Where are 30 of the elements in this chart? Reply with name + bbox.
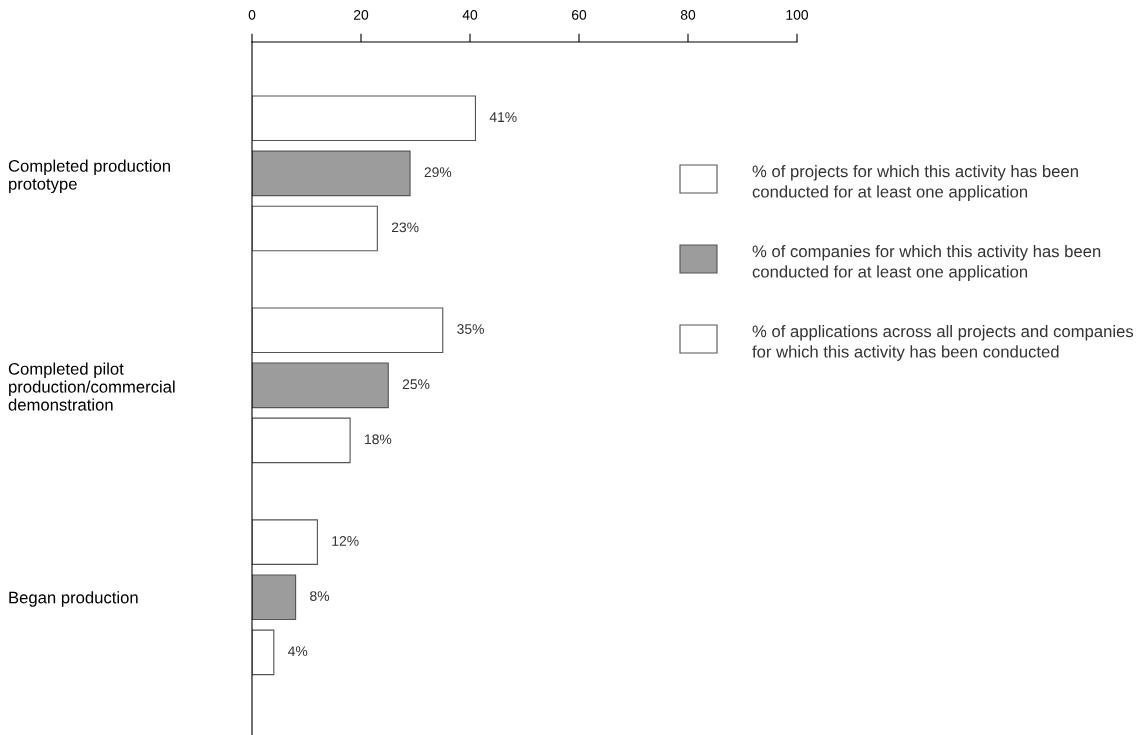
y-tick-label: Completed pilot production/commercial demonstration xyxy=(8,362,175,411)
data-label: 35% xyxy=(457,324,484,334)
bar xyxy=(252,574,297,621)
x-tick-label: 80 xyxy=(680,9,696,20)
bar xyxy=(252,417,351,464)
data-label: 23% xyxy=(391,222,419,233)
x-tick-label: 60 xyxy=(571,9,587,20)
data-label: 8% xyxy=(310,591,330,601)
bar xyxy=(252,629,275,676)
bar xyxy=(252,95,477,142)
legend-label: % of projects for which this activity has been conducted for at least one application xyxy=(752,165,1078,201)
x-tick-label: 100 xyxy=(786,9,809,20)
bar xyxy=(252,205,378,252)
y-tick-label: Completed production prototype xyxy=(8,159,170,194)
data-label: 12% xyxy=(332,536,359,546)
x-tick-label: 20 xyxy=(353,9,369,20)
bar xyxy=(252,150,411,197)
data-label: 4% xyxy=(288,646,308,657)
bar xyxy=(252,519,318,565)
legend-label: % of applications across all projects and companies for which this activity has been conducted xyxy=(752,325,1134,361)
bar xyxy=(252,362,389,409)
y-tick-label: Began production xyxy=(9,591,138,607)
x-tick-label: 0 xyxy=(248,9,256,20)
data-label: 41% xyxy=(489,112,517,122)
data-label: 29% xyxy=(424,167,452,178)
legend-label: % of companies for which this activity has been conducted for at least one application xyxy=(752,245,1101,281)
x-tick-label: 40 xyxy=(462,9,478,20)
data-label: 25% xyxy=(402,379,430,390)
data-label: 18% xyxy=(365,434,392,445)
bar xyxy=(252,307,444,354)
